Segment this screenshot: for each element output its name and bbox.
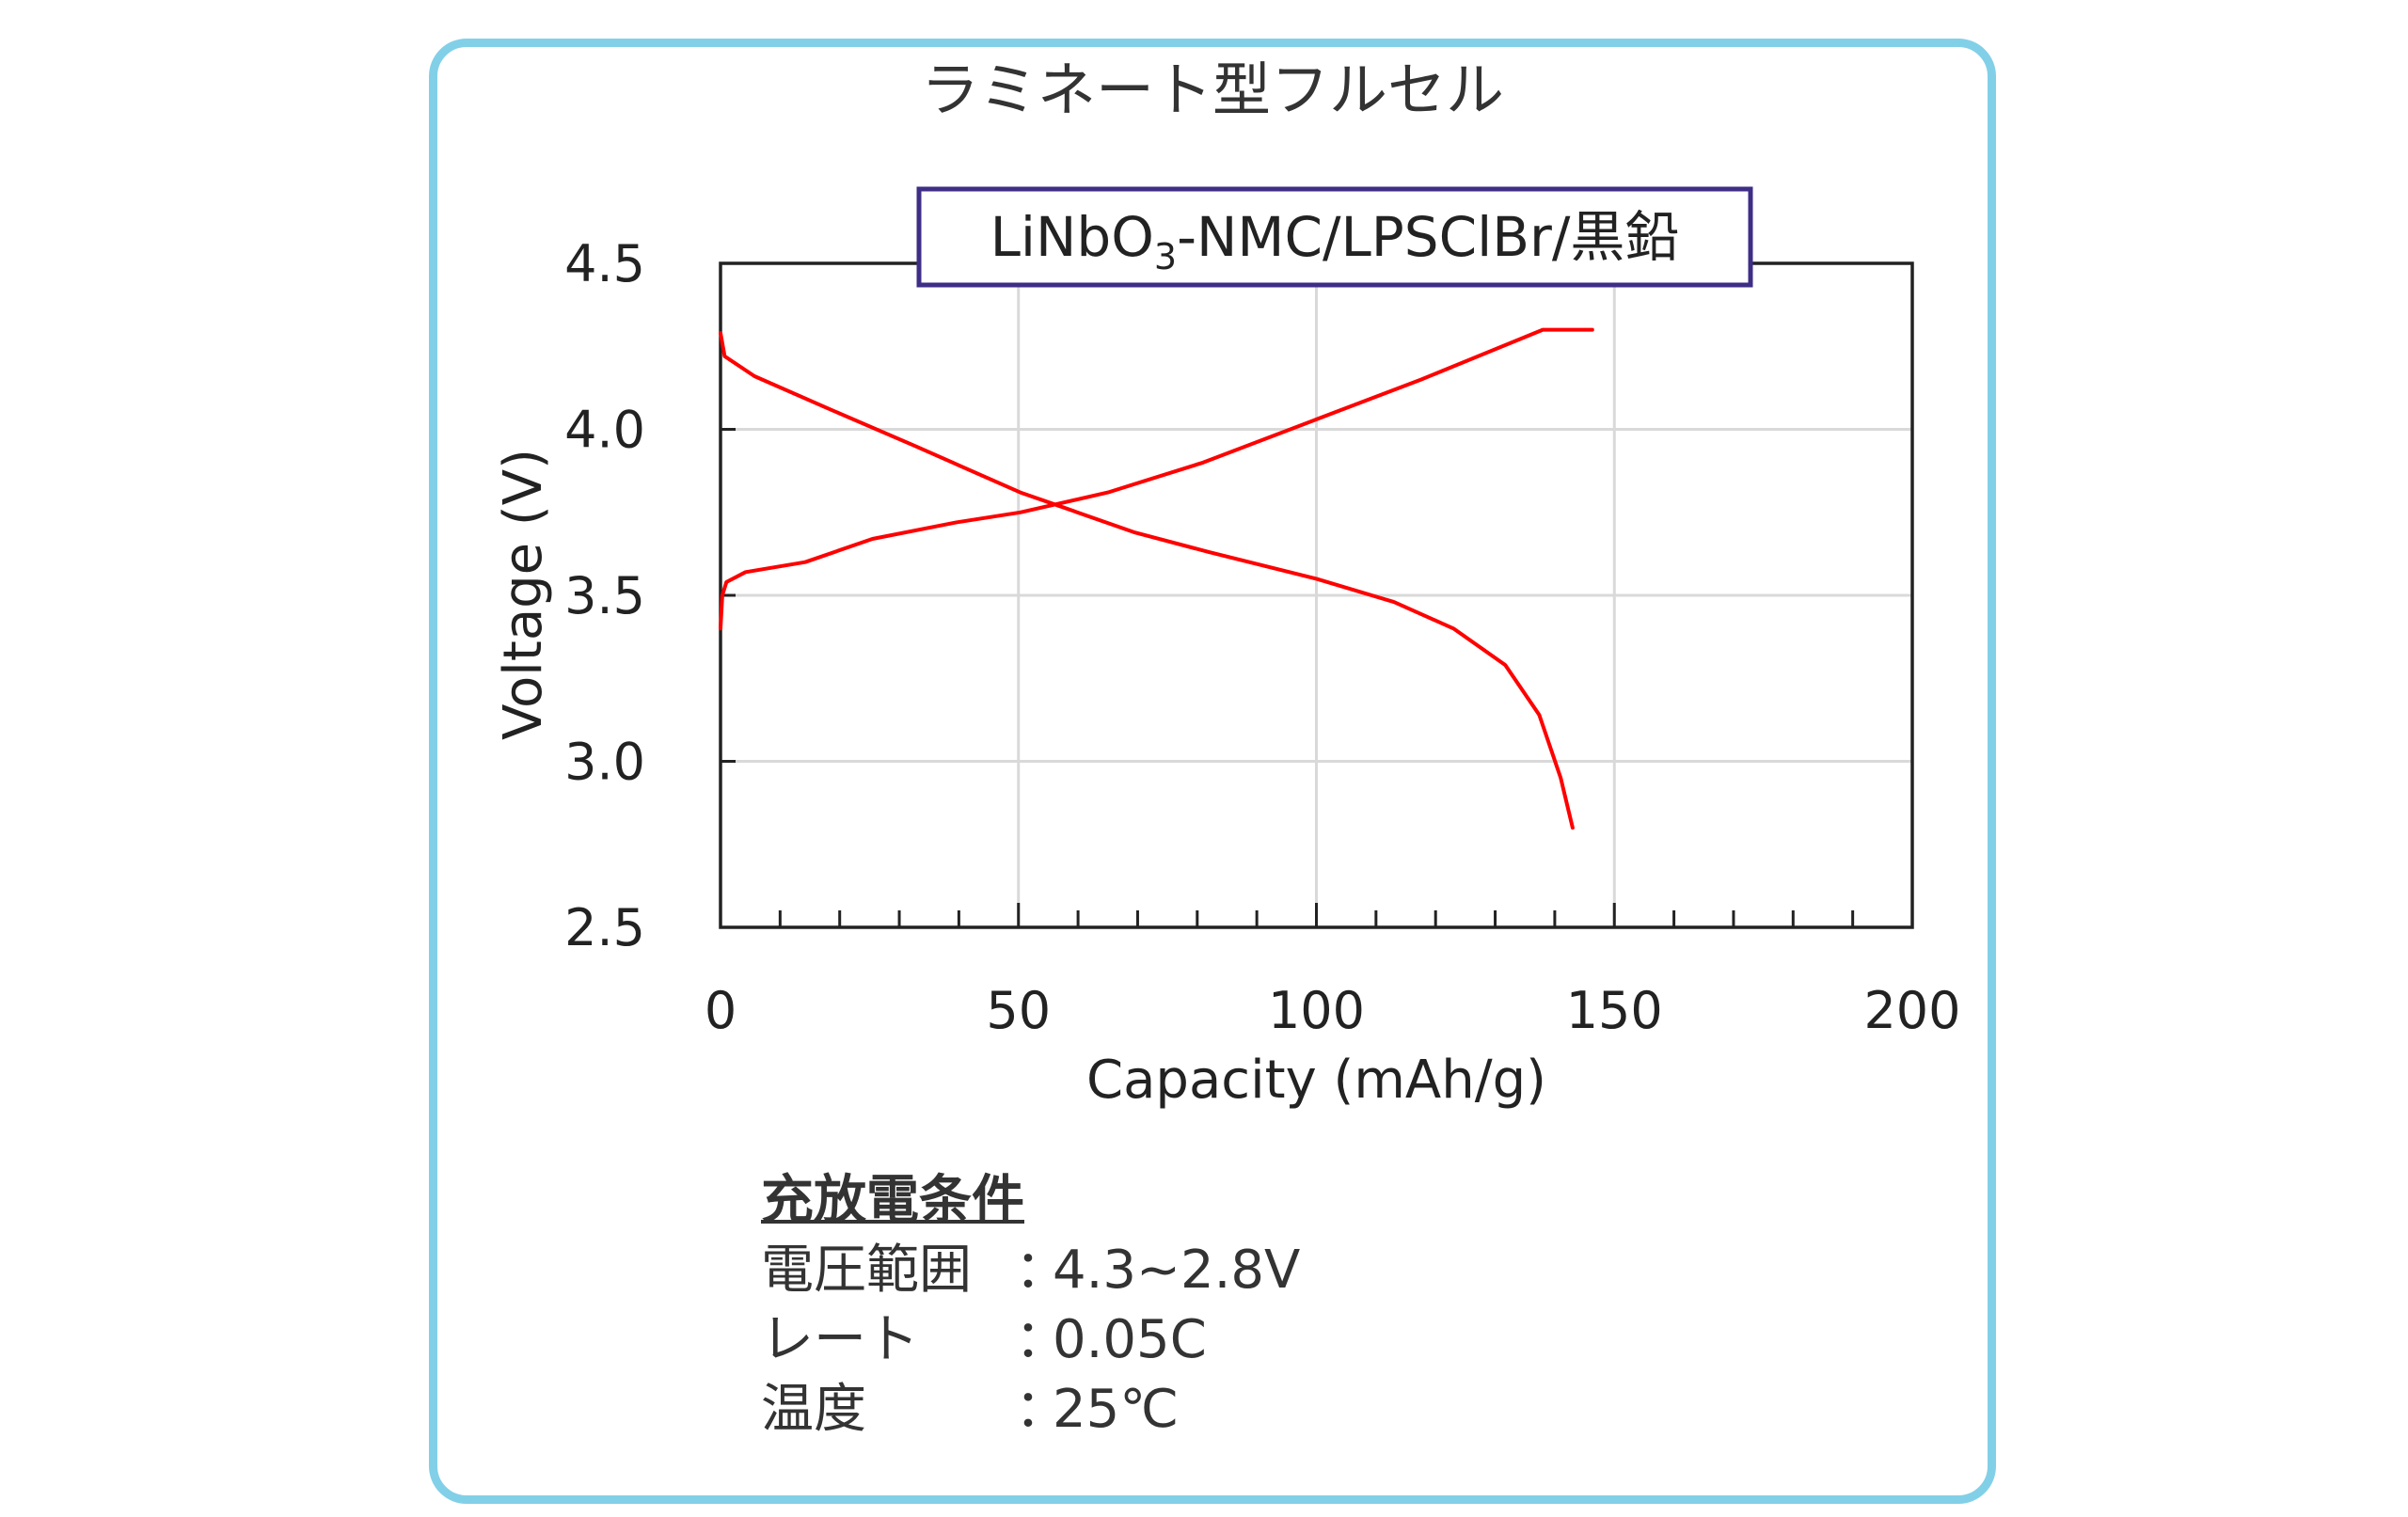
x-axis-label: Capacity (mAh/g) <box>1086 1050 1546 1111</box>
y-tick-label: 4.0 <box>564 401 645 460</box>
condition-label: レート <box>761 1309 919 1370</box>
condition-value: 25℃ <box>1053 1379 1180 1440</box>
frame-title: ラミネート型フルセル <box>892 55 1533 126</box>
chart-title-subscript: 3 <box>1154 236 1177 277</box>
condition-value: 4.3~2.8V <box>1053 1240 1301 1301</box>
chart-title: LiNbO3-NMC/LPSClBr/黒鉛 <box>990 205 1680 277</box>
condition-row-temperature: 温度 ：25℃ <box>761 1375 1179 1445</box>
y-tick-label: 4.5 <box>564 234 645 293</box>
x-tick-label: 50 <box>986 981 1051 1040</box>
x-tick-label: 0 <box>705 981 737 1040</box>
condition-label: 温度 <box>761 1379 866 1440</box>
y-tick-label: 3.0 <box>564 733 645 792</box>
conditions-heading: 充放電条件 <box>761 1170 1024 1231</box>
series-line-discharge <box>719 331 1575 830</box>
series-line-charge <box>719 327 1594 631</box>
y-tick-label: 2.5 <box>564 898 645 957</box>
condition-colon: ： <box>1015 1309 1068 1370</box>
y-axis-label: Voltage (V) <box>493 449 554 740</box>
x-tick-label: 200 <box>1863 981 1960 1040</box>
chart-title-rest: -NMC/LPSClBr/黒鉛 <box>1177 205 1679 269</box>
x-tick-label: 150 <box>1566 981 1663 1040</box>
y-tick-label: 3.5 <box>564 566 645 625</box>
condition-colon: ： <box>1015 1240 1068 1301</box>
condition-value: 0.05C <box>1053 1309 1207 1370</box>
chart-title-box <box>916 186 1753 288</box>
condition-colon: ： <box>1015 1379 1068 1440</box>
condition-label: 電圧範囲 <box>761 1240 972 1301</box>
chart-title-main: LiNbO <box>990 205 1154 269</box>
x-tick-label: 100 <box>1268 981 1365 1040</box>
condition-row-rate: レート ：0.05C <box>761 1305 1207 1375</box>
figure-frame: ラミネート型フルセル <box>429 39 1996 1504</box>
condition-row-voltage: 電圧範囲 ：4.3~2.8V <box>761 1236 1300 1305</box>
